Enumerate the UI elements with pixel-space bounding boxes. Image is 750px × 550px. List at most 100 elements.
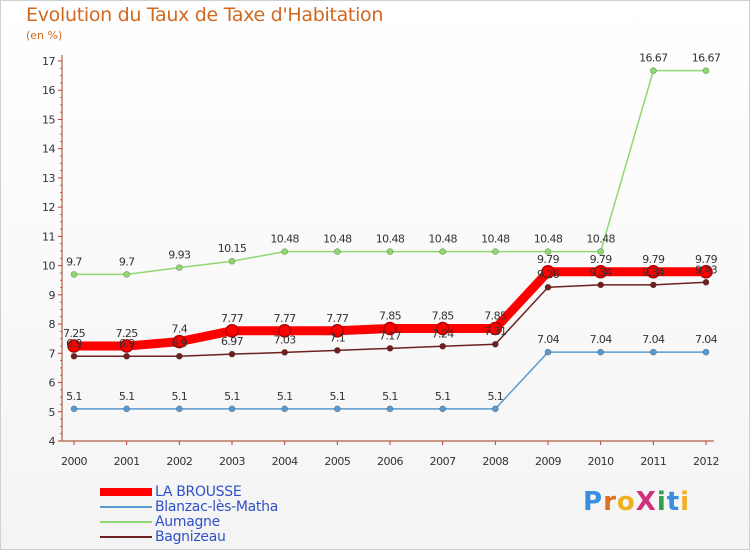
legend-item-la-brousse: LA BROUSSE (100, 484, 360, 500)
y-tick-label: 14 (42, 143, 55, 156)
logo-letter: o (616, 487, 636, 517)
legend-swatch-aumagne (100, 521, 152, 523)
data-point-blanzac-l-s-matha (492, 405, 499, 413)
data-label-aumagne: 10.48 (270, 233, 299, 246)
data-point-bagnizeau (597, 281, 604, 289)
x-tick-label: 2000 (61, 455, 87, 468)
data-point-aumagne (176, 264, 183, 271)
data-label-la-brousse: 9.79 (537, 253, 560, 266)
data-point-la-brousse (277, 324, 292, 338)
y-tick-label: 9 (49, 289, 56, 302)
data-label-blanzac-l-s-matha: 5.1 (277, 390, 293, 403)
data-label-la-brousse: 7.25 (116, 327, 139, 340)
legend-label-blanzac: Blanzac-lès-Matha (155, 499, 278, 515)
data-label-blanzac-l-s-matha: 5.1 (224, 390, 240, 403)
legend-label-bagnizeau: Bagnizeau (155, 529, 226, 545)
data-label-aumagne: 9.93 (168, 249, 191, 262)
data-label-la-brousse: 7.77 (326, 312, 349, 325)
data-point-blanzac-l-s-matha (70, 405, 78, 413)
data-point-la-brousse (383, 321, 397, 336)
data-point-aumagne (228, 257, 236, 265)
data-point-aumagne (702, 67, 710, 74)
data-point-blanzac-l-s-matha (439, 405, 446, 413)
y-tick-label: 11 (42, 230, 55, 243)
data-label-blanzac-l-s-matha: 7.04 (537, 333, 560, 346)
data-label-bagnizeau: 7.03 (274, 333, 297, 346)
data-label-aumagne: 10.48 (481, 233, 510, 246)
data-label-la-brousse: 9.79 (695, 253, 718, 266)
data-label-aumagne: 10.48 (586, 233, 615, 246)
data-label-bagnizeau: 9.34 (590, 266, 613, 279)
data-point-la-brousse (488, 321, 503, 336)
data-label-bagnizeau: 6.9 (119, 337, 135, 350)
y-tick-label: 10 (42, 260, 55, 273)
x-tick-label: 2006 (377, 455, 403, 468)
y-tick-label: 17 (42, 55, 55, 68)
data-point-bagnizeau (281, 349, 288, 356)
data-label-bagnizeau: 9.34 (642, 266, 665, 279)
data-label-bagnizeau: 7.24 (432, 327, 455, 340)
data-label-la-brousse: 7.85 (432, 309, 455, 322)
data-point-aumagne (597, 248, 604, 255)
data-point-bagnizeau (492, 340, 499, 348)
legend-swatch-blanzac (100, 506, 152, 508)
data-label-blanzac-l-s-matha: 5.1 (171, 390, 187, 403)
data-label-aumagne: 16.67 (692, 52, 721, 65)
data-point-bagnizeau (702, 278, 710, 286)
data-label-blanzac-l-s-matha: 7.04 (590, 333, 613, 346)
chart-title: Evolution du Taux de Taxe d'Habitation (26, 4, 384, 26)
data-label-aumagne: 10.48 (534, 233, 563, 246)
x-tick-label: 2010 (588, 455, 614, 468)
data-point-la-brousse (67, 339, 81, 353)
data-point-blanzac-l-s-matha (334, 405, 341, 413)
data-label-aumagne: 9.7 (119, 255, 135, 268)
data-point-bagnizeau (544, 283, 552, 291)
data-label-bagnizeau: 9.43 (695, 263, 718, 276)
x-tick-label: 2007 (430, 455, 456, 468)
data-label-bagnizeau: 7.1 (329, 331, 345, 344)
x-tick-label: 2001 (114, 455, 140, 468)
data-point-aumagne (70, 271, 78, 278)
data-label-blanzac-l-s-matha: 7.04 (695, 333, 718, 346)
data-point-la-brousse (593, 265, 608, 279)
legend-swatch-la-brousse (100, 488, 152, 496)
data-label-bagnizeau: 7.31 (484, 325, 506, 338)
data-label-bagnizeau: 6.9 (66, 337, 82, 350)
y-tick-label: 8 (49, 318, 56, 331)
data-label-blanzac-l-s-matha: 5.1 (119, 390, 135, 403)
data-point-bagnizeau (228, 350, 236, 358)
data-label-la-brousse: 7.85 (379, 309, 402, 322)
legend-swatch-bagnizeau (100, 536, 152, 538)
data-label-bagnizeau: 6.9 (171, 337, 187, 350)
data-point-bagnizeau (650, 281, 657, 289)
y-tick-label: 15 (42, 113, 55, 126)
data-point-la-brousse (119, 339, 134, 353)
x-tick-label: 2008 (482, 455, 508, 468)
data-point-blanzac-l-s-matha (597, 348, 604, 356)
data-label-la-brousse: 7.77 (221, 312, 244, 325)
data-label-blanzac-l-s-matha: 5.1 (435, 390, 451, 403)
chart-subtitle: (en %) (26, 29, 63, 42)
logo-letter: t (666, 487, 681, 517)
y-tick-label: 12 (42, 201, 55, 214)
data-label-blanzac-l-s-matha: 5.1 (487, 390, 503, 403)
data-point-aumagne (492, 248, 499, 255)
data-point-blanzac-l-s-matha (228, 405, 236, 413)
data-label-la-brousse: 7.4 (171, 323, 187, 336)
data-label-blanzac-l-s-matha: 5.1 (382, 390, 398, 403)
data-point-blanzac-l-s-matha (544, 348, 552, 356)
data-point-bagnizeau (334, 347, 341, 354)
y-tick-label: 4 (49, 435, 56, 448)
logo-letter: X (635, 487, 657, 517)
data-label-blanzac-l-s-matha: 7.04 (642, 333, 665, 346)
logo-letter: i (656, 487, 667, 517)
data-point-blanzac-l-s-matha (123, 405, 130, 413)
legend-label-aumagne: Aumagne (155, 514, 220, 530)
data-point-blanzac-l-s-matha (702, 348, 710, 356)
x-tick-label: 2012 (693, 455, 719, 468)
data-point-aumagne (439, 248, 446, 255)
data-label-bagnizeau: 6.97 (221, 335, 244, 348)
x-tick-label: 2002 (166, 455, 192, 468)
legend-label-la-brousse: LA BROUSSE (155, 484, 242, 500)
